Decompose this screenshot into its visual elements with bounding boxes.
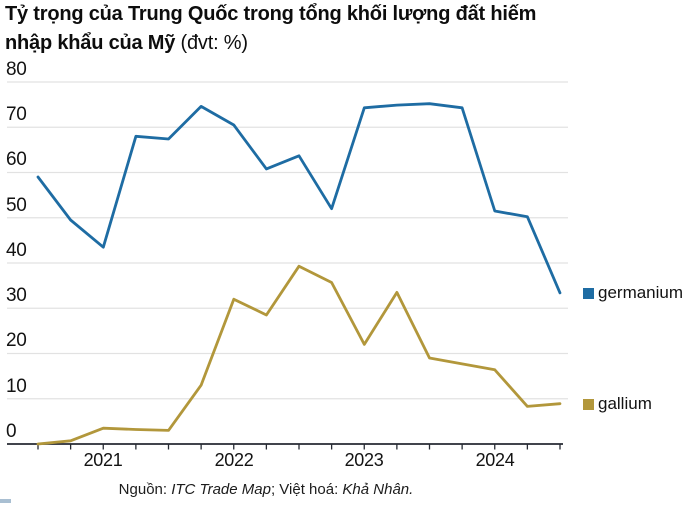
x-axis-tick-label: 2022	[214, 450, 254, 470]
source-name: ITC Trade Map	[171, 481, 271, 498]
legend-item-gallium: gallium	[583, 394, 652, 414]
y-axis-tick-label: 10	[6, 376, 27, 397]
source-attribution: Nguồn: ITC Trade Map; Việt hoá: Khả Nhân…	[0, 481, 532, 498]
partial-element-bottom-left	[0, 499, 11, 503]
chart-title: Tỷ trọng của Trung Quốc trong tổng khối …	[5, 0, 605, 58]
chart-title-line1: Tỷ trọng của Trung Quốc trong tổng khối …	[5, 3, 537, 25]
y-axis-tick-label: 30	[6, 285, 27, 306]
y-axis-tick-label: 0	[6, 421, 17, 442]
y-axis-tick-label: 60	[6, 149, 27, 170]
gallium-color-swatch-icon	[583, 398, 594, 410]
germanium-color-swatch-icon	[583, 287, 594, 299]
x-axis-tick-label: 2024	[475, 450, 515, 470]
legend-item-germanium: germanium	[583, 283, 683, 303]
source-prefix: Nguồn:	[118, 481, 172, 498]
legend-label-germanium: germanium	[598, 283, 684, 302]
chart-title-unit: (đvt: %)	[180, 32, 248, 54]
y-axis-tick-label: 50	[6, 195, 27, 216]
y-axis-tick-label: 70	[6, 104, 27, 125]
x-axis-tick-label: 2021	[83, 450, 123, 470]
y-axis-tick-label: 80	[6, 59, 27, 80]
y-axis-tick-label: 40	[6, 240, 27, 261]
translator-name: Khả Nhân.	[342, 481, 414, 498]
y-axis-tick-label: 20	[6, 330, 27, 351]
x-axis-tick-label: 2023	[344, 450, 384, 470]
source-middle: ; Việt hoá:	[270, 481, 343, 498]
legend-label-gallium: gallium	[598, 394, 652, 413]
chart-title-line2: nhập khẩu của Mỹ	[5, 32, 176, 54]
